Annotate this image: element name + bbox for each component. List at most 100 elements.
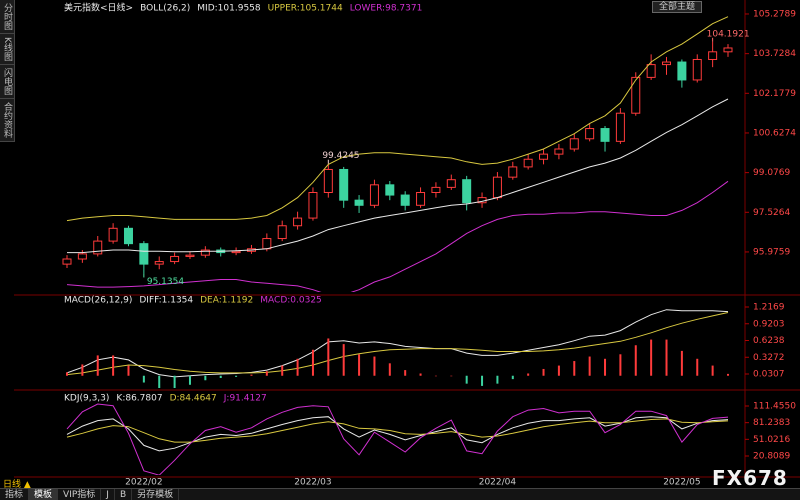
y-tick-label: 0.3272 [753, 353, 785, 363]
legend-label: D:84.4647 [170, 394, 217, 404]
histogram-bar [358, 354, 361, 376]
histogram-bar [265, 371, 268, 376]
legend-label: MID:101.9558 [197, 4, 261, 14]
theme-button[interactable]: 全部主题 [652, 1, 703, 13]
indicator-line [66, 16, 729, 222]
candle-body [108, 227, 118, 242]
y-tick-label: 0.0307 [753, 370, 785, 380]
histogram-bar [158, 375, 161, 388]
tab[interactable]: B [115, 489, 133, 500]
indicator-line [66, 312, 729, 376]
tab[interactable]: J [101, 489, 115, 500]
y-tick-label: 81.2383 [753, 418, 790, 428]
candle-body [385, 184, 395, 196]
indicator-line [66, 418, 729, 443]
candle-body [539, 153, 549, 160]
candle-body [708, 51, 718, 60]
x-tick-label: 2022/02 [125, 478, 162, 488]
annotation-label: 104.1921 [707, 29, 750, 39]
candle-body [354, 199, 364, 206]
histogram-bar [373, 356, 376, 376]
candle-body [93, 240, 103, 255]
candle-body [416, 191, 426, 206]
histogram-bar [404, 370, 407, 376]
candle-body [446, 179, 456, 188]
y-tick-label: 99.0769 [753, 168, 790, 178]
sidebar-tab[interactable]: K线图 [0, 34, 14, 65]
histogram-bar [96, 355, 99, 376]
candle-body [569, 138, 579, 150]
candle-body [231, 250, 241, 254]
period-selector[interactable]: 日线 ▲ [3, 480, 31, 490]
histogram-bar [434, 375, 437, 377]
sidebar-tab[interactable]: 合约资料 [0, 99, 14, 142]
sidebar-tab[interactable]: 分时图 [0, 0, 14, 34]
candle-body [615, 112, 625, 142]
y-tick-label: 1.2169 [753, 303, 785, 313]
histogram-bar [388, 363, 391, 376]
indicator-line [67, 98, 729, 254]
sidebar-tab[interactable]: 闪电图 [0, 65, 14, 99]
tab-bar: 指标 模板 VIP指标 J B 另存模板 [0, 488, 800, 500]
candle-body [293, 217, 303, 227]
candle-body [400, 194, 410, 206]
histogram-bar [465, 375, 468, 384]
candle-body [308, 191, 318, 219]
candle-body [462, 179, 472, 204]
histogram-bar [727, 373, 729, 376]
candle-body [600, 128, 610, 142]
candle-body [62, 258, 72, 265]
histogram-bar [557, 365, 560, 376]
tab[interactable]: 指标 [0, 489, 30, 500]
tab[interactable]: 另存模板 [132, 489, 180, 500]
candle-body [154, 261, 164, 265]
x-tick-label: 2022/03 [294, 478, 331, 488]
legend-label: BOLL(26,2) [140, 4, 190, 14]
histogram-bar [281, 365, 284, 376]
histogram-bar [204, 375, 207, 381]
annotation-label: 99.4245 [322, 151, 359, 161]
y-tick-label: 0.9203 [753, 319, 785, 329]
y-tick-label: 20.8089 [753, 451, 790, 461]
y-tick-label: 105.2789 [753, 9, 796, 19]
indicator-line [66, 416, 729, 452]
y-tick-label: 0.6238 [753, 336, 785, 346]
tab[interactable]: 模板 [29, 489, 59, 500]
legend-label: UPPER:105.1744 [268, 4, 343, 14]
histogram-bar [711, 365, 714, 376]
candle-body [277, 225, 287, 240]
legend-label: DEA:1.1192 [200, 296, 253, 306]
histogram-bar [696, 358, 699, 376]
histogram-bar [311, 349, 314, 376]
histogram-bar [619, 354, 622, 376]
candle-body [554, 148, 564, 155]
tab[interactable]: VIP指标 [58, 489, 102, 500]
sidebar: 分时图 K线图 闪电图 合约资料 [0, 0, 15, 142]
histogram-bar [81, 364, 84, 376]
histogram-bar [496, 375, 499, 384]
histogram-bar [588, 356, 591, 376]
histogram-bar [481, 375, 484, 386]
histogram-bar [634, 345, 637, 376]
histogram-bar [342, 344, 345, 376]
histogram-bar [527, 373, 530, 376]
histogram-bar [650, 339, 653, 376]
candle-body [692, 58, 702, 81]
histogram-bar [173, 375, 176, 388]
histogram-bar [296, 358, 299, 376]
candle-body [723, 47, 733, 53]
candle-body [369, 184, 379, 206]
indicator-line [66, 403, 729, 475]
candle-body [508, 166, 518, 178]
candle-body [523, 158, 533, 168]
candle-body [677, 61, 687, 81]
y-tick-label: 103.7284 [753, 49, 796, 59]
legend-label: K:86.7807 [116, 394, 162, 404]
histogram-bar [419, 373, 422, 376]
histogram-bar [680, 350, 683, 376]
candle-body [200, 249, 210, 256]
candle-body [646, 64, 656, 78]
histogram-bar [235, 375, 238, 377]
